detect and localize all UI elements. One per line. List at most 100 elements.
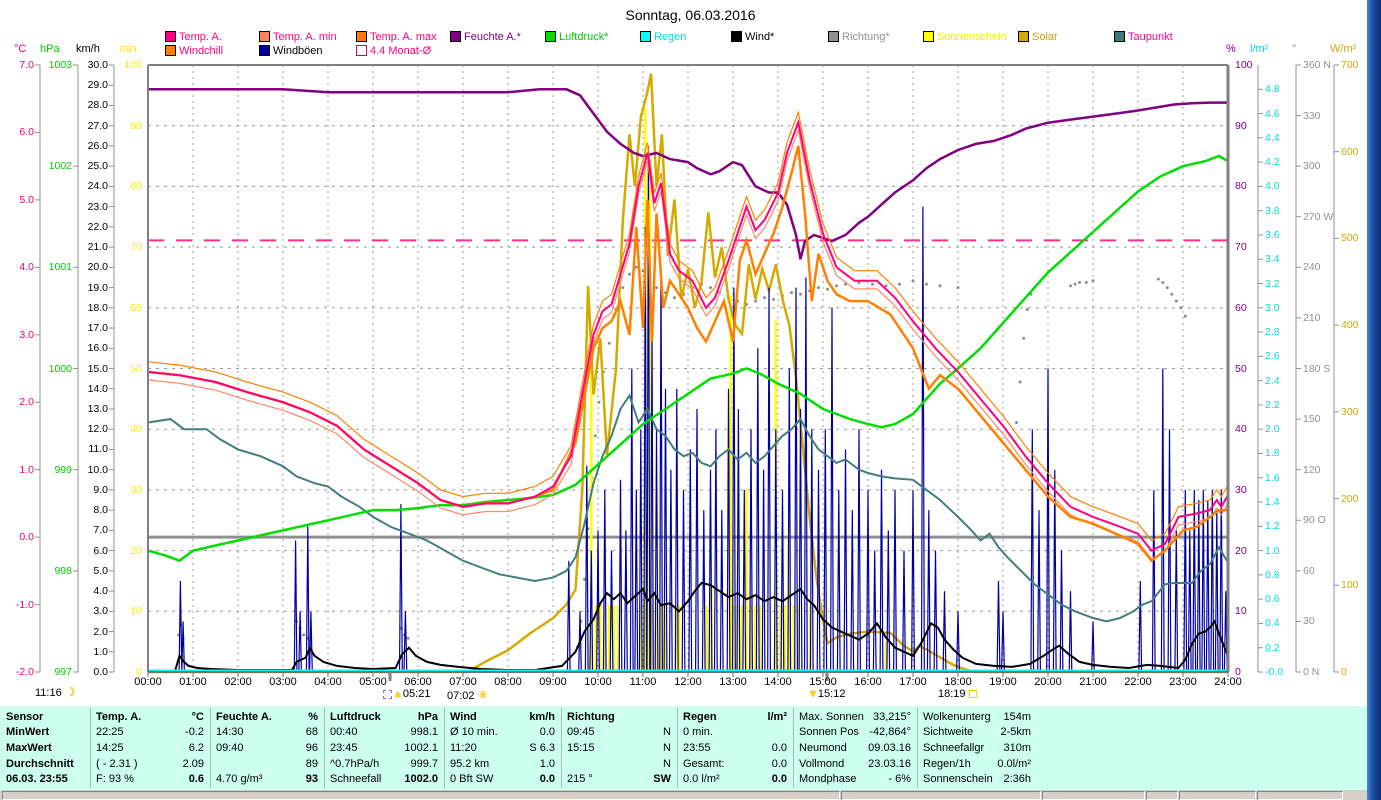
axis-tick-label: 6.0 (19, 126, 34, 139)
table-row: 14:25 6.2 (96, 740, 204, 756)
table-cell-label: 15:15 (567, 741, 595, 754)
axis-tick-label: 10.0 (87, 463, 108, 476)
axis-tick-label: 70 (130, 241, 142, 254)
table-row: 0.0 l/m² 0.0 (683, 771, 787, 787)
table-cell-label: 09:40 (216, 741, 244, 754)
x-axis-tick-label: 06:00 (404, 676, 432, 688)
table-cell-label: Sonnen Pos (799, 726, 859, 739)
table-row: Mondphase - 6% (799, 771, 911, 787)
x-axis-tick-label: 10:00 (584, 676, 612, 688)
table-row: Sonnenschein 2:36h (923, 771, 1031, 787)
axis-tick-label: 360 N (1303, 59, 1332, 71)
x-axis-tick-label: 04:00 (314, 676, 342, 688)
axis-tick-label: 0 (1235, 666, 1241, 678)
x-axis-tick-label: 24:00 (1214, 676, 1242, 688)
axis-tick-label: 20 (130, 544, 142, 557)
table-cell-label: Durchschnitt (6, 757, 74, 770)
axis-tick-label: 4.2 (1265, 156, 1280, 169)
axis-tick-label: 0.4 (1265, 617, 1280, 630)
legend-item-sonnenschein[interactable]: Sonnenschein (937, 31, 1007, 43)
table-cell-label: Feuchte A. (216, 710, 272, 723)
axis-tick-label: 15.0 (87, 362, 108, 375)
series-temp-a-max (147, 109, 1229, 542)
table-cell-label: F: 93 % (96, 773, 134, 786)
legend-item-richtung-[interactable]: Richtung* (842, 31, 890, 43)
axis-tick-label: -0.0 (1265, 666, 1284, 678)
legend-swatch-richtung- (828, 31, 839, 42)
axis-unit-: % (1226, 43, 1236, 55)
legend-swatch-sonnenschein (923, 31, 934, 42)
axis-tick-label: 1.0 (93, 645, 108, 658)
axis-tick-label: 0 (1341, 666, 1347, 678)
x-axis-tick-label: 15:00 (809, 676, 837, 688)
table-cell-label: 95.2 km (450, 757, 490, 770)
table-cell-label: Luftdruck (330, 710, 381, 723)
table-cell-value: 33,215° (872, 710, 911, 723)
table-cell-value: 0.0 (771, 741, 787, 754)
moon-icon: ☽ (64, 685, 76, 699)
table-cell-label: Richtung (567, 710, 615, 723)
table-cell-label: 0 min. (683, 726, 713, 739)
table-cell-label: Wind (450, 710, 477, 723)
table-row: MinWert (6, 725, 86, 741)
legend-item-windb-en[interactable]: Windböen (273, 45, 323, 57)
table-cell-value: 998.1 (410, 726, 438, 739)
legend-item-regen[interactable]: Regen (654, 31, 687, 43)
axis-tick-label: 24.0 (87, 180, 108, 193)
axis-tick-label: 0.6 (1265, 593, 1280, 606)
axis-tick-label: 997 (54, 666, 72, 678)
table-cell-value: 0.0 (771, 757, 787, 770)
axis-tick-label: 4.4 (1265, 131, 1280, 144)
axis-tick-label: 2.8 (1265, 326, 1280, 339)
table-cell-label: 14:25 (96, 741, 124, 754)
legend-item-windchill[interactable]: Windchill (179, 45, 224, 57)
legend-item-temp-a-[interactable]: Temp. A. (179, 31, 222, 43)
table-column-5: Richtung 09:45 N 15:15 N N 215 ° SW (567, 709, 671, 787)
axis-tick-label: 60 (1235, 301, 1247, 314)
axis-tick-label: 29.0 (87, 79, 108, 92)
legend-item-taupunkt[interactable]: Taupunkt (1128, 31, 1173, 43)
table-cell-label: 23:45 (330, 741, 358, 754)
series-temp-a- (147, 118, 1229, 552)
legend-swatch-solar (1018, 31, 1029, 42)
x-axis-tick-label: 05:00 (359, 676, 387, 688)
axis-tick-label: 70 (1235, 241, 1247, 254)
axis-tick-label: 4.0 (93, 585, 108, 598)
legend-item-luftdruck-[interactable]: Luftdruck* (559, 31, 609, 43)
legend-item-wind-[interactable]: Wind* (745, 31, 775, 43)
axis-tick-label: 60 (130, 301, 142, 314)
table-row: 09:40 96 (216, 740, 318, 756)
axis-tick-label: 60 (1303, 564, 1315, 577)
axis-tick-label: 2.6 (1265, 350, 1280, 363)
table-cell-label: Schneefallgr (923, 741, 985, 754)
table-cell-label: Sensor (6, 710, 44, 723)
table-row: 0 min. (683, 725, 787, 741)
axis-tick-label: 7.0 (19, 59, 34, 71)
axis-tick-label: 2.0 (93, 625, 108, 638)
table-row: 06.03. 23:55 (6, 771, 86, 787)
legend-item-solar[interactable]: Solar (1032, 31, 1058, 43)
legend-item-temp-a-min[interactable]: Temp. A. min (273, 31, 337, 43)
legend-swatch-regen (640, 31, 651, 42)
legend-swatch-taupunkt (1114, 31, 1125, 42)
legend-item-feuchte-a-[interactable]: Feuchte A.* (464, 31, 521, 43)
table-row: 14:30 68 (216, 725, 318, 741)
table-cell-value: 0.0 (771, 773, 787, 786)
x-axis-tick-label: 19:00 (989, 676, 1017, 688)
table-cell-value: 310m (1003, 741, 1031, 754)
legend-item-4-4-monat-[interactable]: 4.4 Monat-Ø (370, 45, 432, 57)
axis-tick-label: 90 O (1303, 514, 1326, 527)
legend-item-temp-a-max[interactable]: Temp. A. max (370, 31, 437, 43)
table-cell-value: % (308, 710, 318, 723)
table-cell-value: 6.2 (188, 741, 204, 754)
axis-tick-label: 100 (1341, 579, 1359, 592)
axis-tick-label: 0.0 (93, 666, 108, 678)
table-row: Sichtweite 2-5km (923, 725, 1031, 741)
axis-tick-label: 300 (1341, 405, 1359, 418)
x-axis-tick-label: 03:00 (269, 676, 297, 688)
table-cell-value: l/m² (767, 710, 787, 723)
axis-unit-hPa: hPa (40, 43, 60, 55)
table-column-0: Sensor MinWert MaxWert Durchschnitt 06.03. 2… (6, 709, 86, 787)
axis-tick-label: 1003 (48, 59, 72, 71)
